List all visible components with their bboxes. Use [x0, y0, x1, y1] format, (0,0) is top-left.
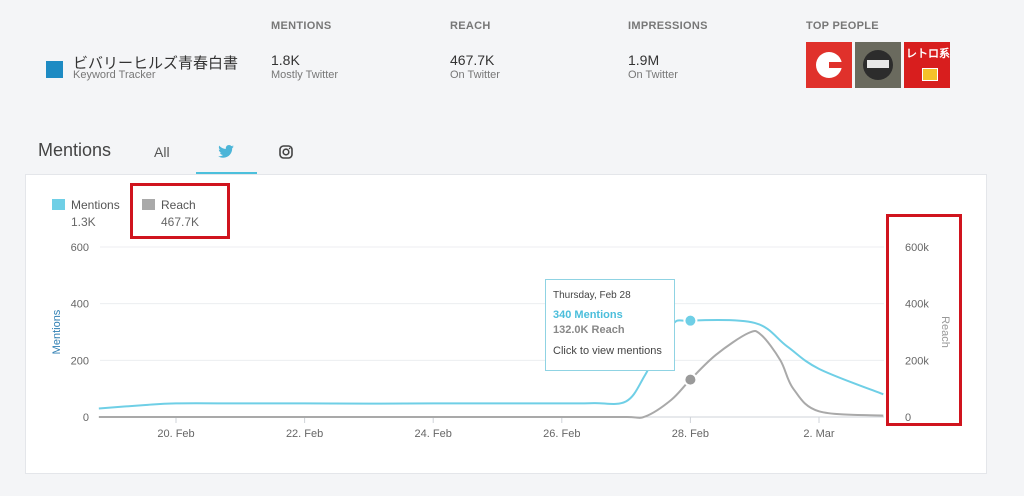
avatar-text: レトロ系: [906, 48, 950, 60]
chart-grid: [100, 246, 884, 418]
y-axis-right: 0 200k 400k 600k: [905, 242, 929, 424]
stat-impressions: IMPRESSIONS 1.9M On Twitter: [628, 20, 708, 81]
tooltip-reach: 132.0K Reach: [553, 324, 625, 336]
chart-series: [98, 318, 884, 419]
chart-card: [25, 174, 987, 474]
legend-label: Reach: [161, 198, 196, 212]
y-tick-label-right: 400k: [905, 299, 929, 311]
legend-reach[interactable]: Reach 467.7K: [142, 198, 199, 229]
avatar[interactable]: レトロ系: [904, 42, 950, 88]
y-axis-left: 0 200 400 600: [71, 242, 89, 424]
x-tick-label: 26. Feb: [543, 428, 580, 440]
series-line-reach: [98, 330, 884, 419]
top-people-avatars: レトロ系: [806, 42, 950, 88]
y-tick-label-right: 600k: [905, 242, 929, 254]
tracker-header: ビバリーヒルズ青春白書 Keyword Tracker MENTIONS 1.8…: [0, 0, 1024, 120]
tracker-name[interactable]: ビバリーヒルズ青春白書: [73, 55, 239, 72]
y-axis-label-right: Reach: [939, 316, 951, 348]
y-tick-label-left: 0: [83, 412, 89, 424]
stat-mentions: MENTIONS 1.8K Mostly Twitter: [271, 20, 338, 81]
y-tick-label-left: 200: [71, 355, 89, 367]
highlight-point-mentions: [683, 313, 698, 328]
y-tick-label-right: 200k: [905, 355, 929, 367]
twitter-icon: [218, 145, 234, 158]
legend-swatch-reach: [142, 199, 155, 210]
series-line-mentions: [98, 318, 884, 410]
chart-points: [683, 313, 698, 387]
x-tick-label: 22. Feb: [286, 428, 323, 440]
tooltip-date: Thursday, Feb 28: [553, 290, 631, 301]
y-tick-label-left: 600: [71, 242, 89, 254]
legend-value: 467.7K: [161, 215, 200, 229]
legend-mentions[interactable]: Mentions 1.3K: [52, 198, 120, 229]
legend-label: Mentions: [71, 198, 120, 212]
y-axis-label-left: Mentions: [51, 309, 63, 354]
tab-twitter[interactable]: [196, 137, 257, 174]
stat-value: 1.8K: [271, 52, 300, 68]
x-tick-label: 20. Feb: [157, 428, 194, 440]
x-axis: 20. Feb 22. Feb 24. Feb 26. Feb 28. Feb 2. Ma…: [157, 417, 835, 440]
stat-sub: On Twitter: [628, 69, 678, 81]
stat-sub: Mostly Twitter: [271, 69, 339, 81]
x-tick-label: 2. Mar: [803, 428, 835, 440]
tab-all[interactable]: All: [154, 144, 170, 160]
instagram-icon[interactable]: [279, 145, 293, 159]
stat-reach: REACH 467.7K On Twitter: [450, 20, 500, 81]
highlight-point-reach: [683, 372, 698, 387]
x-tick-label: 24. Feb: [415, 428, 452, 440]
section-title: Mentions: [38, 140, 112, 160]
tooltip-mentions: 340 Mentions: [553, 309, 623, 321]
stat-sub: On Twitter: [450, 69, 500, 81]
tooltip-action[interactable]: Click to view mentions: [553, 345, 662, 357]
stat-label: IMPRESSIONS: [628, 20, 708, 32]
y-tick-label-left: 400: [71, 299, 89, 311]
stat-label: MENTIONS: [271, 20, 332, 32]
top-people: TOP PEOPLE: [806, 20, 879, 32]
stat-value: 1.9M: [628, 52, 660, 68]
x-tick-label: 28. Feb: [672, 428, 709, 440]
highlight-box-reach-axis: [886, 214, 962, 426]
tracker-color-swatch: [46, 61, 63, 78]
chart-tooltip[interactable]: Thursday, Feb 28 340 Mentions 132.0K Rea…: [545, 279, 675, 371]
y-tick-label-right: 0: [905, 412, 911, 424]
stat-label: REACH: [450, 20, 491, 32]
avatar[interactable]: [806, 42, 852, 88]
highlight-box-legend: [130, 183, 230, 239]
top-people-label: TOP PEOPLE: [806, 20, 879, 32]
active-tab-indicator: [196, 172, 257, 174]
stat-value: 467.7K: [450, 52, 495, 68]
avatar[interactable]: [855, 42, 901, 88]
legend-swatch-mentions: [52, 199, 65, 210]
legend-value: 1.3K: [71, 215, 96, 229]
tracker-subtitle: Keyword Tracker: [73, 69, 156, 81]
